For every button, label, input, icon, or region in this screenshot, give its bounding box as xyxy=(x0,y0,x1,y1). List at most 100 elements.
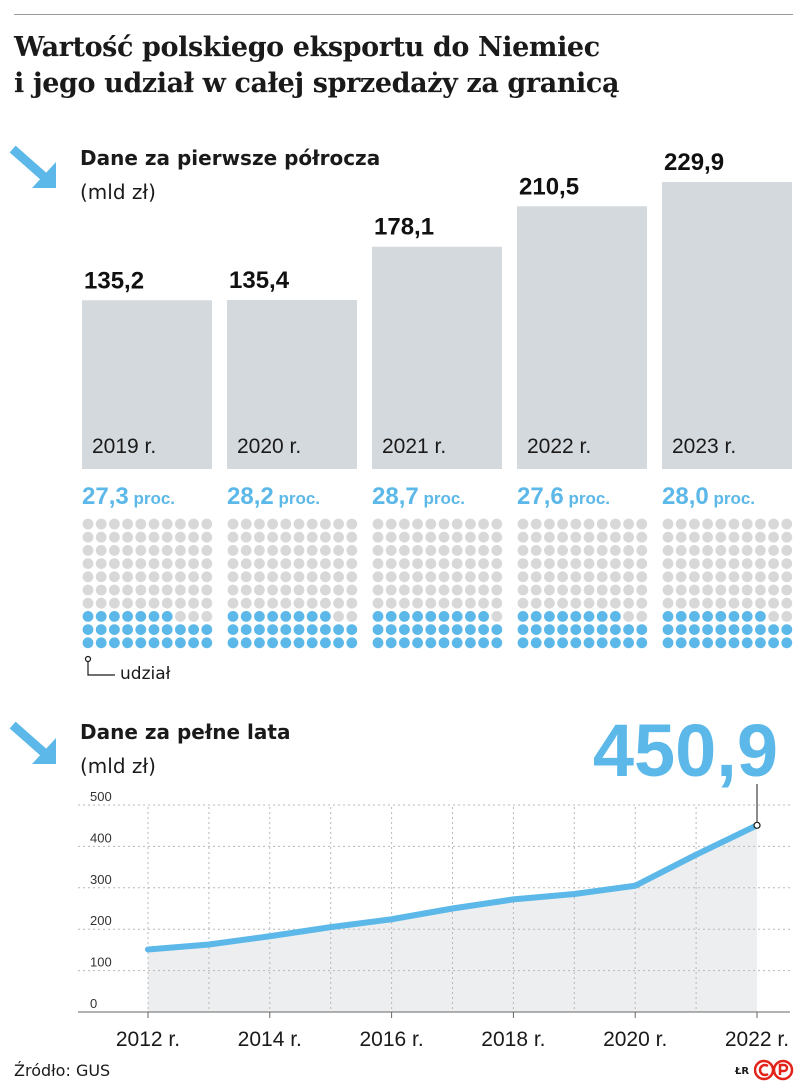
waffle-dot-share xyxy=(636,637,648,649)
waffle-dot-share xyxy=(517,637,529,649)
waffle-dot xyxy=(82,597,94,609)
waffle-dot xyxy=(636,518,648,530)
waffle-dot-share xyxy=(451,624,463,635)
waffle-dot xyxy=(741,571,753,583)
waffle-dot xyxy=(544,558,555,569)
waffle-dot xyxy=(280,571,292,583)
waffle-dot xyxy=(570,571,582,583)
waffle-dot xyxy=(333,611,344,622)
bar xyxy=(372,246,502,469)
waffle-dot xyxy=(755,518,766,530)
waffle-dot-share xyxy=(741,624,753,635)
waffle-dot xyxy=(385,558,397,569)
waffle-dot-share xyxy=(240,624,252,635)
waffle-dot xyxy=(596,518,608,530)
waffle-dot-share xyxy=(451,637,463,649)
waffle-dot xyxy=(346,584,358,596)
waffle-dot xyxy=(306,571,318,583)
waffle-dot xyxy=(781,531,793,543)
waffle-dot-share xyxy=(741,611,753,622)
waffle-dot xyxy=(768,597,779,609)
waffle-dot-share xyxy=(267,611,278,622)
waffle-dot xyxy=(755,597,766,609)
waffle-dot xyxy=(728,531,740,543)
waffle-dot-share xyxy=(175,637,186,649)
waffle-dot-share xyxy=(610,637,621,649)
waffle-dot xyxy=(596,545,608,556)
waffle-dot xyxy=(293,531,305,543)
waffle-dot xyxy=(95,518,107,530)
waffle-dot xyxy=(465,571,476,583)
waffle-dot xyxy=(372,545,384,556)
waffle-dot-share xyxy=(412,624,423,635)
waffle-dot xyxy=(201,611,213,622)
waffle-dot xyxy=(293,597,305,609)
waffle-dot-share xyxy=(557,611,568,622)
waffle-dot xyxy=(491,545,503,556)
waffle-dot-share xyxy=(741,637,753,649)
waffle-dot xyxy=(491,597,503,609)
waffle-dot xyxy=(557,584,568,596)
waffle-dot xyxy=(227,545,239,556)
waffle-dot xyxy=(689,597,700,609)
waffle-dot-share xyxy=(109,637,120,649)
waffle-dot xyxy=(636,558,648,569)
waffle-dot-share xyxy=(610,624,621,635)
y-tick-label: 500 xyxy=(90,789,112,804)
waffle-dot xyxy=(544,545,555,556)
waffle-dot xyxy=(728,558,740,569)
waffle-dot xyxy=(175,611,186,622)
waffle-dot xyxy=(755,531,766,543)
waffle-dot xyxy=(544,571,555,583)
waffle-dot xyxy=(188,571,200,583)
waffle-dot xyxy=(175,584,186,596)
waffle-dot xyxy=(412,571,423,583)
waffle-dot xyxy=(702,558,713,569)
waffle-dot xyxy=(320,518,331,530)
waffle-dot-share xyxy=(425,624,437,635)
waffle-dot xyxy=(372,597,384,609)
waffle-dot-share xyxy=(372,637,384,649)
bar xyxy=(662,182,792,470)
waffle-dot xyxy=(306,545,318,556)
waffle-dot xyxy=(570,597,582,609)
waffle-dot xyxy=(438,531,450,543)
waffle-dot xyxy=(346,597,358,609)
waffle-dot-share xyxy=(320,624,331,635)
full-year-line-chart: 0 100 200 300 400 500 2012 r. 2014 r. 2016 r. 201… xyxy=(78,709,790,1051)
waffle-dot xyxy=(636,545,648,556)
waffle-dot xyxy=(768,531,779,543)
waffle-dot-share xyxy=(530,611,542,622)
waffle-dot xyxy=(109,545,120,556)
waffle-dot xyxy=(254,545,265,556)
waffle-dot xyxy=(557,545,568,556)
waffle-dot-share xyxy=(451,611,463,622)
waffle-dot-share xyxy=(412,611,423,622)
waffle-dot xyxy=(425,518,437,530)
legend-connector-dot xyxy=(84,655,92,663)
waffle-dot xyxy=(346,571,358,583)
waffle-dot xyxy=(465,597,476,609)
waffle-dot xyxy=(82,558,94,569)
waffle-dot-share xyxy=(385,637,397,649)
waffle-dot xyxy=(623,584,634,596)
waffle-dot xyxy=(306,584,318,596)
waffle-dot-share xyxy=(188,637,200,649)
share-value-label: 28,0 proc. xyxy=(662,483,755,510)
waffle-dot xyxy=(333,558,344,569)
waffle-dot xyxy=(768,611,779,622)
waffle-dot xyxy=(741,531,753,543)
waffle-dot xyxy=(662,597,674,609)
waffle-dot xyxy=(399,558,410,569)
waffle-dot xyxy=(122,518,133,530)
waffle-dot xyxy=(755,545,766,556)
highlight-point xyxy=(753,821,761,829)
waffle-dot-share xyxy=(161,637,173,649)
waffle-dot-share xyxy=(662,637,674,649)
waffle-dot xyxy=(517,571,529,583)
half-year-title: Dane za pierwsze półrocza xyxy=(80,146,381,170)
waffle-dot xyxy=(148,597,160,609)
waffle-dot xyxy=(583,545,595,556)
waffle-dot xyxy=(675,597,687,609)
waffle-dot-share xyxy=(557,637,568,649)
